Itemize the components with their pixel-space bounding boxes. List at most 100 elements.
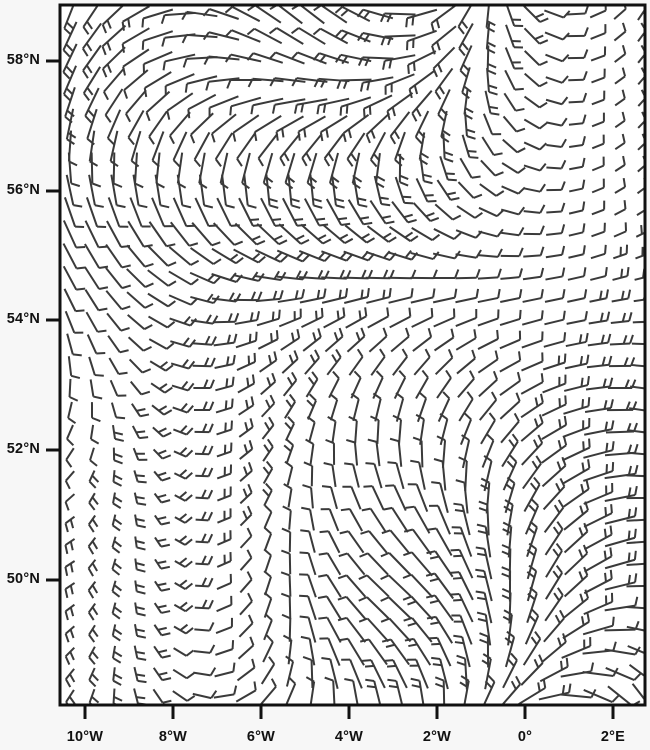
y-tick-label: 56°N [6, 182, 40, 198]
wind-barb [127, 109, 145, 146]
wind-barb [262, 460, 274, 484]
wind-barb [477, 268, 502, 280]
wind-barb [168, 246, 200, 266]
wind-barb [213, 333, 238, 347]
wind-barb [64, 515, 76, 533]
wind-barb [238, 197, 262, 227]
wind-barb [282, 371, 298, 397]
wind-barb [522, 455, 542, 490]
wind-barb [293, 98, 328, 114]
wind-barb [132, 447, 148, 461]
wind-barb [82, 44, 102, 79]
y-tick-label: 50°N [6, 571, 40, 587]
wind-barb [521, 352, 544, 372]
wind-barb [263, 613, 273, 641]
wind-barb [567, 289, 588, 303]
wind-barb [583, 441, 615, 459]
wind-barb [357, 31, 394, 43]
wind-barb [584, 399, 614, 413]
wind-barb [526, 586, 538, 624]
wind-barb [368, 327, 388, 353]
wind-barb [357, 56, 394, 67]
wind-barb [171, 380, 195, 392]
wind-barb [563, 397, 591, 415]
wind-barb [189, 112, 214, 144]
wind-barb [604, 485, 638, 502]
wind-barb [215, 376, 235, 392]
wind-barb [278, 223, 310, 245]
wind-barb [148, 315, 176, 329]
wind-barb [173, 601, 194, 613]
wind-barb [389, 226, 419, 242]
wind-barb [256, 223, 288, 246]
wind-barb [545, 53, 570, 63]
wind-barb [215, 398, 234, 414]
wind-barb [393, 370, 407, 400]
wind-barb [482, 113, 502, 136]
wind-barb [569, 179, 586, 193]
wind-barb [389, 307, 412, 329]
wind-barb [500, 226, 525, 237]
wind-barb [432, 46, 456, 78]
wind-barb [211, 247, 244, 265]
wind-barb [358, 574, 390, 598]
wind-barb [500, 288, 523, 303]
wind-barb [367, 438, 381, 467]
wind-barb [64, 538, 76, 555]
wind-barb [566, 311, 588, 325]
wind-barb [389, 437, 403, 467]
x-tick-label: 10°W [66, 729, 104, 745]
wind-barb [260, 394, 276, 418]
wind-barb [591, 134, 605, 150]
wind-barb [504, 47, 524, 70]
wind-barb [451, 526, 473, 557]
wind-barb [193, 131, 211, 168]
wind-barb [173, 447, 194, 458]
wind-barb [112, 688, 123, 704]
wind-barb [614, 44, 627, 63]
wind-barb [107, 197, 129, 228]
wind-barb [437, 391, 451, 422]
wind-barb [520, 373, 544, 395]
wind-barb [168, 270, 199, 286]
wind-barb [501, 433, 519, 468]
wind-barb [505, 24, 524, 49]
wind-barb [239, 592, 253, 616]
wind-barb [459, 675, 470, 704]
wind-barb [173, 469, 193, 480]
wind-barb [589, 289, 609, 303]
wind-barb [365, 112, 391, 144]
wind-barb [614, 67, 627, 85]
wind-barb [239, 440, 254, 460]
wind-barb [299, 594, 317, 621]
wind-barb [499, 330, 522, 350]
wind-barb [431, 481, 449, 514]
wind-barb [380, 12, 416, 23]
wind-barb [476, 523, 492, 558]
wind-barb [215, 617, 233, 635]
wind-barb [214, 132, 234, 167]
wind-barb [233, 248, 266, 264]
wind-barb [213, 685, 238, 699]
wind-barb [363, 485, 385, 511]
x-tick-label: 2°E [600, 729, 626, 745]
wind-barb [630, 363, 644, 368]
wind-barb [257, 133, 279, 167]
wind-barb [583, 689, 620, 703]
wind-barb [563, 522, 589, 554]
wind-barb [607, 685, 641, 704]
wind-barb [112, 447, 123, 465]
wind-barb [62, 265, 86, 291]
wind-barb [501, 587, 512, 624]
wind-barb [387, 461, 405, 490]
wind-barb [545, 96, 569, 106]
wind-barb [407, 50, 437, 74]
wind-barb [563, 589, 590, 619]
wind-barb [455, 288, 480, 304]
wind-barb [316, 97, 350, 115]
wind-barb [457, 6, 472, 35]
wind-barb [107, 335, 129, 354]
wind-barb [194, 599, 214, 610]
wind-barb [280, 592, 292, 620]
wind-barb [614, 111, 626, 129]
